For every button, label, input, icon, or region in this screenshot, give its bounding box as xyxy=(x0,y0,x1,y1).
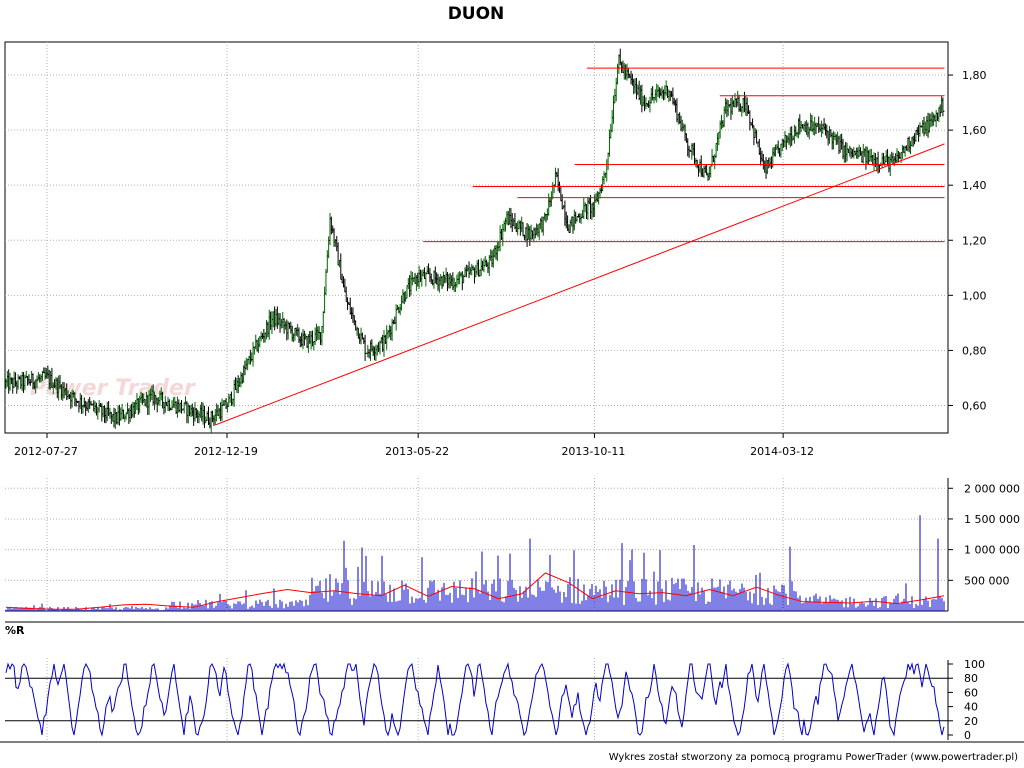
price-y-tick-label: 1,00 xyxy=(962,289,987,302)
volume-panel: 2 000 000 1 500 000 1 000 000 500 000 xyxy=(5,478,1020,612)
williams-y-tick-label: 20 xyxy=(964,715,978,728)
price-bars xyxy=(5,48,945,434)
volume-y-axis: 2 000 000 1 500 000 1 000 000 500 000 xyxy=(948,482,1020,587)
price-x-tick-label: 2012-07-27 xyxy=(14,445,78,458)
volume-y-tick-label: 1 500 000 xyxy=(964,513,1020,526)
footer-credit: Wykres został stworzony za pomocą progra… xyxy=(609,752,1018,763)
price-y-tick-label: 1,80 xyxy=(962,69,987,82)
support-resistance-lines xyxy=(215,67,945,426)
price-y-tick-label: 1,20 xyxy=(962,234,987,247)
price-x-tick-label: 2012-12-19 xyxy=(194,445,258,458)
price-plot-area xyxy=(4,41,949,434)
price-x-tick-label: 2014-03-12 xyxy=(750,445,814,458)
uptrend-line xyxy=(215,143,945,426)
williams-y-tick-label: 100 xyxy=(964,658,985,671)
williams-y-tick-label: 40 xyxy=(964,701,978,714)
price-y-axis: 1,80 1,60 1,40 1,20 1,00 0,80 0,60 xyxy=(948,69,987,412)
price-panel: 1,801,601,401,201,000,800,60 2012-07-27 2… xyxy=(4,41,987,458)
price-y-tick-label: 1,60 xyxy=(962,124,987,137)
chart-title: DUON xyxy=(448,4,505,24)
williams-y-tick-label: 60 xyxy=(964,686,978,699)
volume-bars xyxy=(5,515,945,611)
price-x-tick-label: 2013-10-11 xyxy=(561,445,625,458)
price-y-tick-label: 0,60 xyxy=(962,399,987,412)
volume-y-tick-label: 2 000 000 xyxy=(964,482,1020,495)
volume-y-tick-label: 500 000 xyxy=(964,574,1010,587)
williams-y-tick-label: 0 xyxy=(964,729,971,742)
volume-y-tick-label: 1 000 000 xyxy=(964,544,1020,557)
price-x-axis: 2012-07-27 2012-12-19 2013-05-22 2013-10-11… xyxy=(14,433,814,458)
williams-panel-title: %R xyxy=(5,624,25,637)
price-grid xyxy=(5,42,948,433)
williams-r-line xyxy=(5,662,945,737)
williams-y-tick-label: 80 xyxy=(964,672,978,685)
price-y-tick-label: 1,40 xyxy=(962,179,987,192)
price-x-tick-label: 2013-05-22 xyxy=(385,445,449,458)
price-y-tick-label: 0,80 xyxy=(962,344,987,357)
price-bar xyxy=(942,97,945,117)
volume-moving-average xyxy=(5,572,945,610)
